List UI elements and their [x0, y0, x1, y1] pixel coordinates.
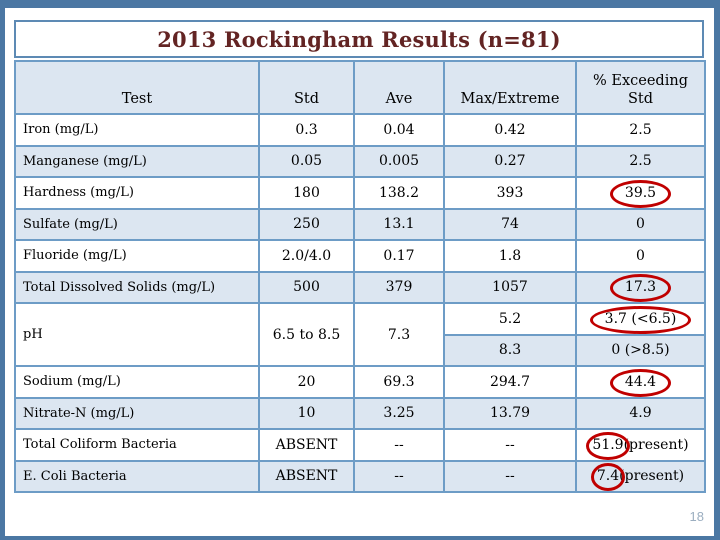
row-ph-sub2: 8.3 0 (>8.5) — [15, 333, 706, 367]
cell-std: ABSENT — [258, 428, 355, 462]
cell-ave: 0.17 — [353, 239, 445, 273]
cell-std: 20 — [258, 365, 355, 399]
red-circle-annotation: 44.4 — [609, 368, 672, 397]
cell-test: Hardness (mg/L) — [14, 176, 260, 210]
cell-std: 500 — [258, 270, 355, 304]
cell-max: 74 — [443, 207, 577, 241]
cell-ave: 69.3 — [353, 365, 445, 399]
cell-max: 1.8 — [443, 239, 577, 273]
red-circle-annotation: 7.4 — [590, 463, 626, 492]
cell-exceed-high: 0 (>8.5) — [575, 333, 706, 367]
header-pct-exceeding-line2: Std — [627, 90, 654, 107]
cell-ave: 0.04 — [353, 113, 445, 147]
cell-std: ABSENT — [258, 459, 355, 493]
cell-ave: 7.3 — [353, 302, 445, 367]
cell-exceed: 7.4(present) — [575, 459, 706, 493]
cell-std: 180 — [258, 176, 355, 210]
cell-test: Manganese (mg/L) — [14, 144, 260, 178]
cell-test: Total Dissolved Solids (mg/L) — [14, 270, 260, 304]
cell-exceed-suffix: (present) — [619, 468, 685, 485]
cell-ave: 138.2 — [353, 176, 445, 210]
cell-max: -- — [443, 459, 577, 493]
row-iron: Iron (mg/L) 0.3 0.04 0.42 2.5 — [14, 113, 706, 147]
row-e-coli: E. Coli Bacteria ABSENT -- -- 7.4(presen… — [14, 459, 706, 493]
header-pct-exceeding-std: % Exceeding Std — [575, 60, 706, 115]
cell-ave: 13.1 — [353, 207, 445, 241]
header-row: Test Std Ave Max/Extreme % Exceeding Std — [14, 60, 706, 115]
row-manganese: Manganese (mg/L) 0.05 0.005 0.27 2.5 — [14, 144, 706, 178]
cell-exceed: 2.5 — [575, 144, 706, 178]
cell-std: 6.5 to 8.5 — [258, 302, 355, 367]
header-ave: Ave — [353, 60, 445, 115]
cell-exceed: 4.9 — [575, 396, 706, 430]
cell-max: 393 — [443, 176, 577, 210]
cell-test: Nitrate-N (mg/L) — [14, 396, 260, 430]
cell-ave: -- — [353, 428, 445, 462]
cell-std: 250 — [258, 207, 355, 241]
row-hardness: Hardness (mg/L) 180 138.2 393 39.5 — [14, 176, 706, 210]
cell-max: 0.42 — [443, 113, 577, 147]
row-fluoride: Fluoride (mg/L) 2.0/4.0 0.17 1.8 0 — [14, 239, 706, 273]
cell-std: 10 — [258, 396, 355, 430]
cell-exceed: 17.3 — [575, 270, 706, 304]
cell-exceed: 0 — [575, 239, 706, 273]
results-table: Test Std Ave Max/Extreme % Exceeding Std… — [14, 60, 706, 493]
cell-max: 1057 — [443, 270, 577, 304]
cell-test: Total Coliform Bacteria — [14, 428, 260, 462]
slide-frame-left — [0, 0, 5, 540]
cell-test: Sodium (mg/L) — [14, 365, 260, 399]
row-nitrate-n: Nitrate-N (mg/L) 10 3.25 13.79 4.9 — [14, 396, 706, 430]
row-total-dissolved-solids: Total Dissolved Solids (mg/L) 500 379 10… — [14, 270, 706, 304]
header-pct-exceeding-line1: % Exceeding — [593, 72, 688, 89]
slide-frame-bottom — [0, 536, 720, 540]
red-circle-annotation: 51.9 — [586, 431, 630, 460]
red-circle-annotation: 17.3 — [609, 274, 672, 303]
cell-test: pH — [14, 302, 260, 367]
cell-exceed: 2.5 — [575, 113, 706, 147]
cell-exceed: 44.4 — [575, 365, 706, 399]
cell-max: -- — [443, 428, 577, 462]
cell-ave: 379 — [353, 270, 445, 304]
row-total-coliform: Total Coliform Bacteria ABSENT -- -- 51.… — [14, 428, 706, 462]
cell-exceed: 0 — [575, 207, 706, 241]
cell-exceed-suffix: (present) — [623, 436, 689, 453]
cell-std: 0.3 — [258, 113, 355, 147]
slide-title-box: 2013 Rockingham Results (n=81) — [14, 20, 704, 58]
slide-frame-top — [0, 0, 720, 8]
cell-test: Iron (mg/L) — [14, 113, 260, 147]
cell-std: 0.05 — [258, 144, 355, 178]
header-max-extreme: Max/Extreme — [443, 60, 577, 115]
cell-max-low: 5.2 — [443, 302, 577, 336]
cell-max-high: 8.3 — [443, 333, 577, 367]
cell-ave: 3.25 — [353, 396, 445, 430]
page-number: 18 — [689, 509, 704, 524]
cell-max: 13.79 — [443, 396, 577, 430]
row-sodium: Sodium (mg/L) 20 69.3 294.7 44.4 — [14, 365, 706, 399]
cell-exceed-low: 3.7 (<6.5) — [575, 302, 706, 336]
cell-max: 0.27 — [443, 144, 577, 178]
cell-test: Fluoride (mg/L) — [14, 239, 260, 273]
slide-frame-right — [714, 0, 720, 540]
header-test: Test — [14, 60, 260, 115]
header-std: Std — [258, 60, 355, 115]
cell-ave: -- — [353, 459, 445, 493]
slide-title: 2013 Rockingham Results (n=81) — [157, 26, 561, 52]
cell-exceed: 51.9(present) — [575, 428, 706, 462]
row-ph-sub1: pH 6.5 to 8.5 7.3 5.2 3.7 (<6.5) — [14, 302, 706, 367]
cell-max: 294.7 — [443, 365, 577, 399]
cell-ave: 0.005 — [353, 144, 445, 178]
red-circle-annotation: 39.5 — [609, 179, 672, 208]
row-sulfate: Sulfate (mg/L) 250 13.1 74 0 — [14, 207, 706, 241]
cell-test: E. Coli Bacteria — [14, 459, 260, 493]
cell-std: 2.0/4.0 — [258, 239, 355, 273]
red-circle-annotation: 3.7 (<6.5) — [589, 305, 691, 334]
cell-test: Sulfate (mg/L) — [14, 207, 260, 241]
cell-exceed: 39.5 — [575, 176, 706, 210]
